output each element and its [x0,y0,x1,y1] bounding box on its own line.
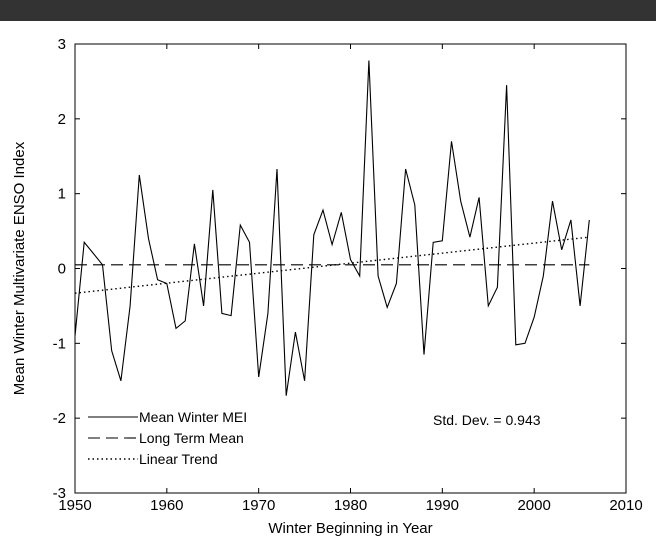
x-tick-label: 2010 [609,497,642,514]
plot-frame [74,43,627,494]
x-tick-label: 1990 [426,497,459,514]
std-dev-annotation: Std. Dev. = 0.943 [433,412,541,428]
series-mean-winter-mei [74,60,590,396]
plot-area [74,43,627,494]
y-tick-label: -1 [53,335,66,352]
y-tick-label: -2 [53,410,66,427]
legend: Mean Winter MEI Long Term Mean Linear Tren… [88,409,247,467]
y-tick-label: 2 [58,111,66,128]
legend-label: Long Term Mean [139,430,244,446]
y-tick-label: -3 [53,485,66,502]
y-tick-label: 3 [58,36,66,53]
y-ticks: -3 -2 -1 0 1 2 3 [53,36,626,502]
x-tick-label: 1950 [58,497,91,514]
legend-label: Linear Trend [139,451,218,467]
x-tick-label: 2000 [517,497,550,514]
x-tick-label: 1960 [150,497,183,514]
y-tick-label: 0 [58,261,66,278]
x-axis-title: Winter Beginning in Year [268,520,432,537]
x-ticks: 1950 1960 1970 1980 1990 2000 2010 [58,44,643,514]
x-tick-label: 1980 [334,497,367,514]
y-tick-label: 1 [58,186,66,203]
series-linear-trend [74,236,590,294]
y-axis-title: Mean Winter Multivariate ENSO Index [11,141,28,395]
x-tick-label: 1970 [242,497,275,514]
legend-label: Mean Winter MEI [139,409,247,425]
series-layer [74,60,590,396]
top-bar [0,0,656,21]
